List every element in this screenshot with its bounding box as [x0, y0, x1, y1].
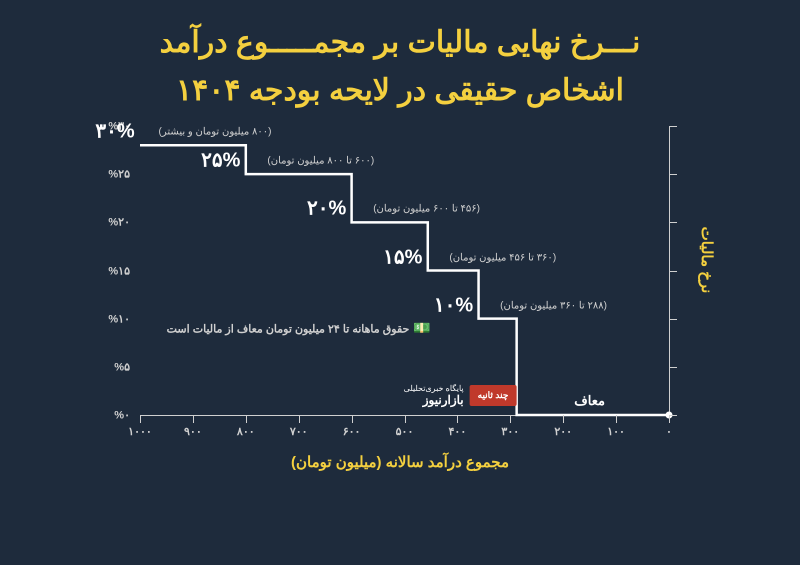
x-axis-title: مجموع درآمد سالانه (میلیون تومان)	[291, 453, 509, 471]
y-tick-label: %۲۵	[108, 168, 130, 181]
step-range-label: (۳۶۰ تا ۴۵۶ میلیون تومان)	[449, 252, 556, 263]
plot-area: %۰%۵%۱۰%۱۵%۲۰%۲۵%۳۰۰۱۰۰۲۰۰۳۰۰۴۰۰۵۰۰۶۰۰۷۰…	[140, 126, 670, 416]
x-tick	[457, 415, 458, 423]
logo-text: پایگاه خبری‌تحلیلیبازارنیوز	[404, 384, 464, 408]
step-percent-label: ۱۵%	[383, 244, 422, 269]
step-range-label: (۶۰۰ تا ۸۰۰ میلیون تومان)	[267, 156, 374, 167]
y-tick-label: %۱۵	[108, 264, 130, 277]
y-tick	[669, 126, 677, 127]
x-tick-label: ۷۰۰	[290, 425, 308, 438]
step-percent-label: ۲۰%	[307, 196, 346, 221]
x-tick-label: ۹۰۰	[184, 425, 202, 438]
title-line1: نـــرخ نهایی مالیات بر مجمـــــوع درآمد	[0, 0, 800, 73]
x-tick	[669, 415, 670, 423]
x-tick-label: ۲۰۰	[554, 425, 572, 438]
step-range-label: (۸۰۰ میلیون تومان و بیشتر)	[159, 127, 272, 138]
x-tick-label: ۱۰۰	[607, 425, 625, 438]
y-axis-title: نرخ مالیات	[697, 227, 715, 294]
money-icon: 💵	[413, 320, 430, 337]
x-tick	[246, 415, 247, 423]
step-percent-label: ۲۵%	[201, 148, 240, 173]
title-line2: اشخاص حقیقی در لایحه بودجه ۱۴۰۴	[0, 73, 800, 108]
y-tick-label: %۰	[114, 409, 130, 422]
y-tick	[669, 222, 677, 223]
y-tick-label: %۱۰	[108, 312, 130, 325]
source-logo: چند ثانیه پایگاه خبری‌تحلیلیبازارنیوز	[404, 384, 517, 408]
y-tick	[669, 367, 677, 368]
x-tick	[563, 415, 564, 423]
x-tick-label: ۴۰۰	[449, 425, 467, 438]
x-tick	[352, 415, 353, 423]
x-tick-label: ۶۰۰	[343, 425, 361, 438]
x-tick	[405, 415, 406, 423]
y-tick	[669, 271, 677, 272]
x-tick	[616, 415, 617, 423]
step-percent-label: ۱۰%	[434, 292, 473, 317]
exempt-label: معاف	[574, 393, 605, 409]
x-tick-label: ۵۰۰	[396, 425, 414, 438]
step-range-label: (۴۵۶ تا ۶۰۰ میلیون تومان)	[373, 204, 480, 215]
step-range-label: (۲۸۸ تا ۳۶۰ میلیون تومان)	[500, 300, 607, 311]
y-tick	[669, 174, 677, 175]
x-tick	[510, 415, 511, 423]
y-tick-label: %۵	[114, 360, 130, 373]
x-tick-label: ۸۰۰	[237, 425, 255, 438]
x-tick	[299, 415, 300, 423]
step-percent-label: ۳۰%	[95, 119, 134, 144]
x-tick	[140, 415, 141, 423]
x-tick-label: ۳۰۰	[501, 425, 519, 438]
exemption-note: 💵حقوق ماهانه تا ۲۴ میلیون تومان معاف از …	[167, 320, 431, 337]
y-tick	[669, 415, 677, 416]
y-tick	[669, 319, 677, 320]
logo-badge: چند ثانیه	[470, 385, 517, 406]
x-tick	[193, 415, 194, 423]
chart-container: %۰%۵%۱۰%۱۵%۲۰%۲۵%۳۰۰۱۰۰۲۰۰۳۰۰۴۰۰۵۰۰۶۰۰۷۰…	[80, 116, 720, 476]
x-tick-label: ۰	[666, 425, 672, 438]
y-tick-label: %۲۰	[108, 216, 130, 229]
x-tick-label: ۱۰۰۰	[128, 425, 152, 438]
